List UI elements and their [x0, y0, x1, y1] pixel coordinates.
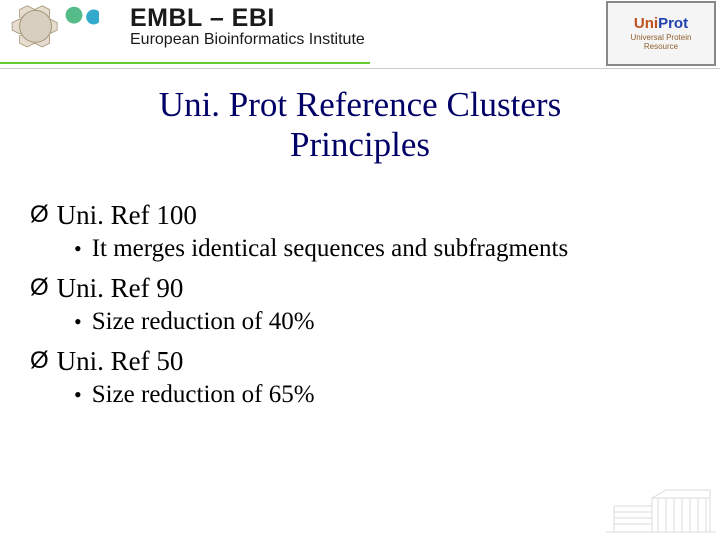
header-subtitle: European Bioinformatics Institute	[130, 31, 365, 49]
content: Ø Uni. Ref 100 • It merges identical seq…	[30, 190, 690, 419]
uniprot-uni: Uni	[634, 15, 658, 32]
header-title: EMBL – EBI	[130, 4, 365, 33]
header: EMBL – EBI European Bioinformatics Insti…	[0, 0, 720, 69]
chevron-icon: Ø	[30, 346, 49, 376]
header-divider	[0, 62, 370, 64]
slide-title-line2: Principles	[0, 125, 720, 165]
chevron-icon: Ø	[30, 273, 49, 303]
uniprot-sub2: Resource	[631, 43, 692, 52]
bullet-uniref90-sub: • Size reduction of 40%	[74, 308, 690, 336]
bullet-uniref50: Ø Uni. Ref 50	[30, 346, 690, 377]
bullet-uniref50-sub: • Size reduction of 65%	[74, 381, 690, 409]
slide-title: Uni. Prot Reference Clusters Principles	[0, 85, 720, 166]
bullet-uniref100-sub: • It merges identical sequences and subf…	[74, 235, 690, 263]
bullet-sub-label: It merges identical sequences and subfra…	[92, 235, 568, 263]
chevron-icon: Ø	[30, 200, 49, 230]
dot-icon: •	[74, 235, 82, 263]
embl-logo-icon	[4, 2, 99, 62]
bullet-uniref90: Ø Uni. Ref 90	[30, 273, 690, 304]
building-icon	[606, 476, 716, 536]
bullet-label: Uni. Ref 100	[57, 200, 197, 231]
bullet-sub-label: Size reduction of 40%	[92, 308, 315, 336]
bullet-sub-label: Size reduction of 65%	[92, 381, 315, 409]
bullet-label: Uni. Ref 50	[57, 346, 184, 377]
bullet-uniref100: Ø Uni. Ref 100	[30, 200, 690, 231]
header-text: EMBL – EBI European Bioinformatics Insti…	[130, 4, 365, 49]
slide-title-line1: Uni. Prot Reference Clusters	[0, 85, 720, 125]
uniprot-prot: Prot	[658, 15, 688, 32]
bullet-label: Uni. Ref 90	[57, 273, 184, 304]
dot-icon: •	[74, 308, 82, 336]
uniprot-logo-icon: UniProt Universal Protein Resource	[606, 1, 716, 66]
dot-icon: •	[74, 381, 82, 409]
